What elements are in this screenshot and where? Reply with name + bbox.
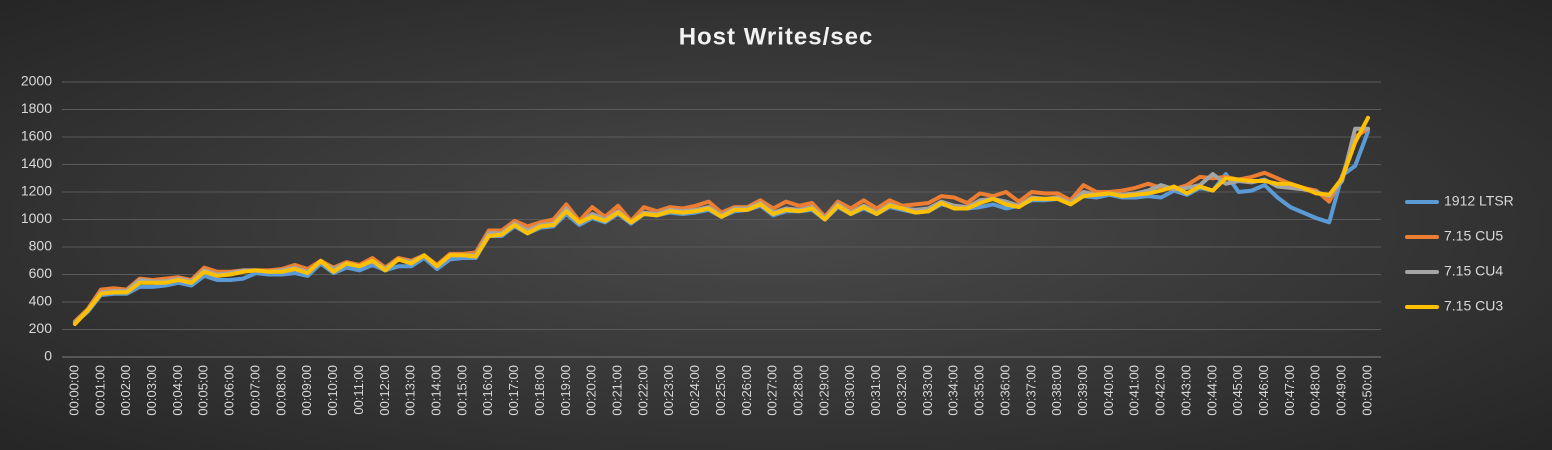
x-tick-label: 00:18:00 [532, 365, 547, 416]
x-tick-label: 00:45:00 [1230, 365, 1245, 416]
x-tick-label: 00:32:00 [894, 365, 909, 416]
series-line [73, 115, 1370, 326]
x-tick-label: 00:12:00 [377, 365, 392, 416]
x-tick-label: 00:10:00 [325, 365, 340, 416]
x-tick-label: 00:23:00 [661, 365, 676, 416]
x-tick-label: 00:02:00 [118, 365, 133, 416]
x-tick-label: 00:33:00 [920, 365, 935, 416]
y-tick-label: 1000 [21, 210, 52, 226]
x-tick-label: 00:00:00 [66, 365, 81, 416]
x-tick-label: 00:50:00 [1359, 365, 1374, 416]
y-tick-label: 0 [44, 348, 52, 364]
legend-label: 7.15 CU5 [1444, 228, 1503, 244]
x-tick-label: 00:34:00 [946, 365, 961, 416]
x-tick-label: 00:15:00 [454, 365, 469, 416]
x-tick-label: 00:04:00 [170, 365, 185, 416]
x-tick-label: 00:05:00 [196, 365, 211, 416]
x-tick-label: 00:07:00 [247, 365, 262, 416]
legend-label: 7.15 CU4 [1444, 263, 1503, 279]
x-tick-label: 00:46:00 [1256, 365, 1271, 416]
x-tick-label: 00:48:00 [1308, 365, 1323, 416]
series-line [73, 126, 1370, 324]
x-tick-label: 00:39:00 [1075, 365, 1090, 416]
x-tick-label: 00:42:00 [1153, 365, 1168, 416]
x-tick-label: 00:40:00 [1101, 365, 1116, 416]
x-tick-label: 00:25:00 [713, 365, 728, 416]
y-tick-label: 2000 [21, 73, 52, 89]
x-tick-label: 00:01:00 [92, 365, 107, 416]
x-tick-label: 00:08:00 [273, 365, 288, 416]
y-tick-label: 1200 [21, 183, 52, 199]
x-tick-label: 00:43:00 [1178, 365, 1193, 416]
x-tick-label: 00:17:00 [506, 365, 521, 416]
x-tick-label: 00:20:00 [584, 365, 599, 416]
x-tick-label: 00:14:00 [428, 365, 443, 416]
x-tick-label: 00:24:00 [687, 365, 702, 416]
y-tick-label: 600 [29, 265, 53, 281]
legend-label: 1912 LTSR [1444, 193, 1514, 209]
x-tick-label: 00:26:00 [739, 365, 754, 416]
x-tick-label: 00:09:00 [299, 365, 314, 416]
x-tick-label: 00:27:00 [765, 365, 780, 416]
x-tick-label: 00:21:00 [609, 365, 624, 416]
y-tick-label: 200 [29, 320, 53, 336]
x-tick-label: 00:11:00 [351, 365, 366, 415]
y-tick-label: 1400 [21, 155, 52, 171]
x-tick-label: 00:16:00 [480, 365, 495, 416]
y-tick-label: 800 [29, 238, 53, 254]
x-tick-label: 00:36:00 [997, 365, 1012, 416]
x-tick-label: 00:31:00 [868, 365, 883, 416]
x-tick-label: 00:44:00 [1204, 365, 1219, 416]
x-tick-label: 00:35:00 [972, 365, 987, 416]
x-tick-label: 00:13:00 [403, 365, 418, 416]
x-tick-label: 00:28:00 [791, 365, 806, 416]
x-tick-label: 00:30:00 [842, 365, 857, 416]
x-tick-label: 00:37:00 [1023, 365, 1038, 416]
x-tick-label: 00:06:00 [222, 365, 237, 416]
legend-label: 7.15 CU3 [1444, 298, 1503, 314]
x-tick-label: 00:22:00 [635, 365, 650, 416]
x-tick-label: 00:29:00 [816, 365, 831, 416]
x-tick-label: 00:41:00 [1127, 365, 1142, 416]
y-tick-label: 1800 [21, 100, 52, 116]
x-tick-label: 00:47:00 [1282, 365, 1297, 416]
chart-title: Host Writes/sec [679, 23, 874, 50]
y-tick-label: 1600 [21, 128, 52, 144]
x-tick-label: 00:38:00 [1049, 365, 1064, 416]
x-tick-label: 00:19:00 [558, 365, 573, 416]
x-tick-label: 00:03:00 [144, 365, 159, 416]
y-tick-label: 400 [29, 293, 53, 309]
x-tick-label: 00:49:00 [1334, 365, 1349, 416]
